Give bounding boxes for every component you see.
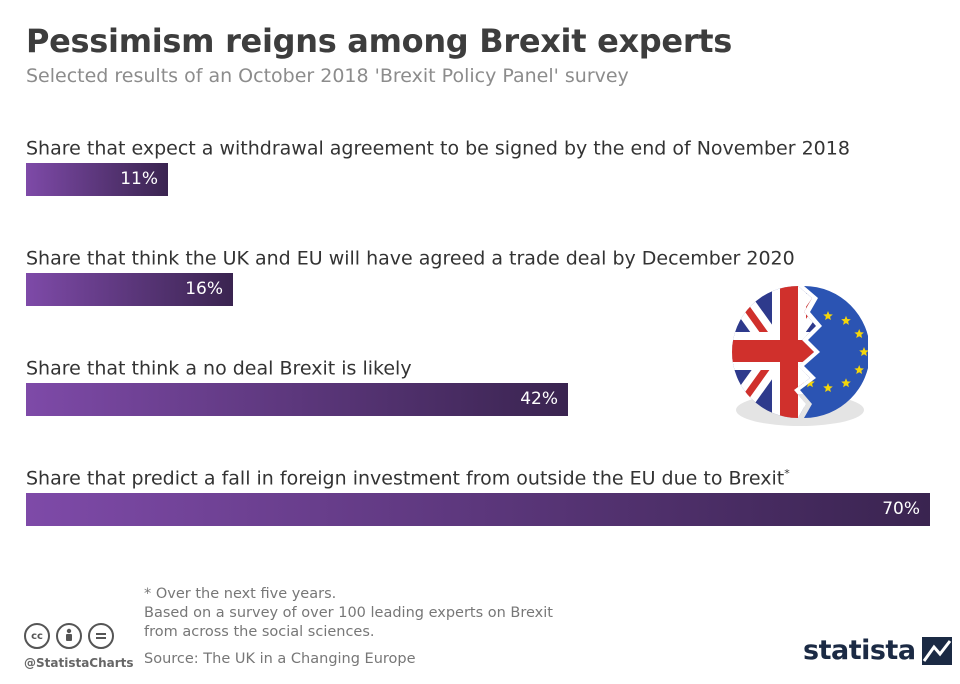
eu-star-icon	[854, 329, 864, 338]
no-derivatives-icon[interactable]	[88, 623, 114, 649]
survey-description: Based on a survey of over 100 leading ex…	[144, 605, 553, 621]
social-handle[interactable]: @StatistaCharts	[24, 656, 134, 670]
eu-star-icon	[841, 315, 851, 325]
source-link[interactable]: Source: The UK in a Changing Europe	[144, 651, 416, 667]
survey-description: from across the social sciences.	[144, 624, 375, 640]
footnotes: * Over the next five years. Based on a s…	[144, 585, 553, 642]
bar: 16%	[26, 273, 233, 306]
footnote-note: * Over the next five years.	[144, 586, 337, 602]
bar-row: Share that think a no deal Brexit is lik…	[26, 352, 568, 416]
license-icons[interactable]: cc	[24, 623, 114, 649]
category-label: Share that expect a withdrawal agreement…	[26, 137, 850, 160]
category-label: Share that think a no deal Brexit is lik…	[26, 357, 412, 380]
bar-value-label: 16%	[185, 279, 223, 299]
bar-row: Share that think the UK and EU will have…	[26, 242, 795, 306]
statista-mark-icon	[921, 636, 952, 665]
cc-icon[interactable]: cc	[24, 623, 50, 649]
bar-row: Share that predict a fall in foreign inv…	[26, 462, 930, 526]
chart-subtitle: Selected results of an October 2018 'Bre…	[26, 65, 629, 87]
eu-star-icon	[854, 365, 864, 374]
footnote-mark: *	[784, 467, 790, 480]
bar-row: Share that expect a withdrawal agreement…	[26, 132, 850, 196]
attribution-icon[interactable]	[56, 623, 82, 649]
statista-logo[interactable]: statista	[803, 635, 952, 666]
logo-text: statista	[803, 635, 916, 666]
bar-value-label: 70%	[882, 499, 920, 519]
category-label: Share that predict a fall in foreign inv…	[26, 467, 785, 490]
bar: 70%	[26, 493, 930, 526]
eu-star-icon	[823, 383, 833, 392]
eu-star-icon	[859, 347, 869, 356]
eu-star-icon	[823, 311, 833, 320]
category-label: Share that think the UK and EU will have…	[26, 247, 795, 270]
bar: 11%	[26, 163, 168, 196]
bar-value-label: 42%	[520, 389, 558, 409]
eu-star-icon	[805, 378, 815, 388]
bar-value-label: 11%	[120, 169, 158, 189]
chart-title: Pessimism reigns among Brexit experts	[26, 22, 733, 60]
bar: 42%	[26, 383, 568, 416]
broken-flag-emblem	[728, 282, 870, 434]
eu-star-icon	[841, 378, 851, 388]
